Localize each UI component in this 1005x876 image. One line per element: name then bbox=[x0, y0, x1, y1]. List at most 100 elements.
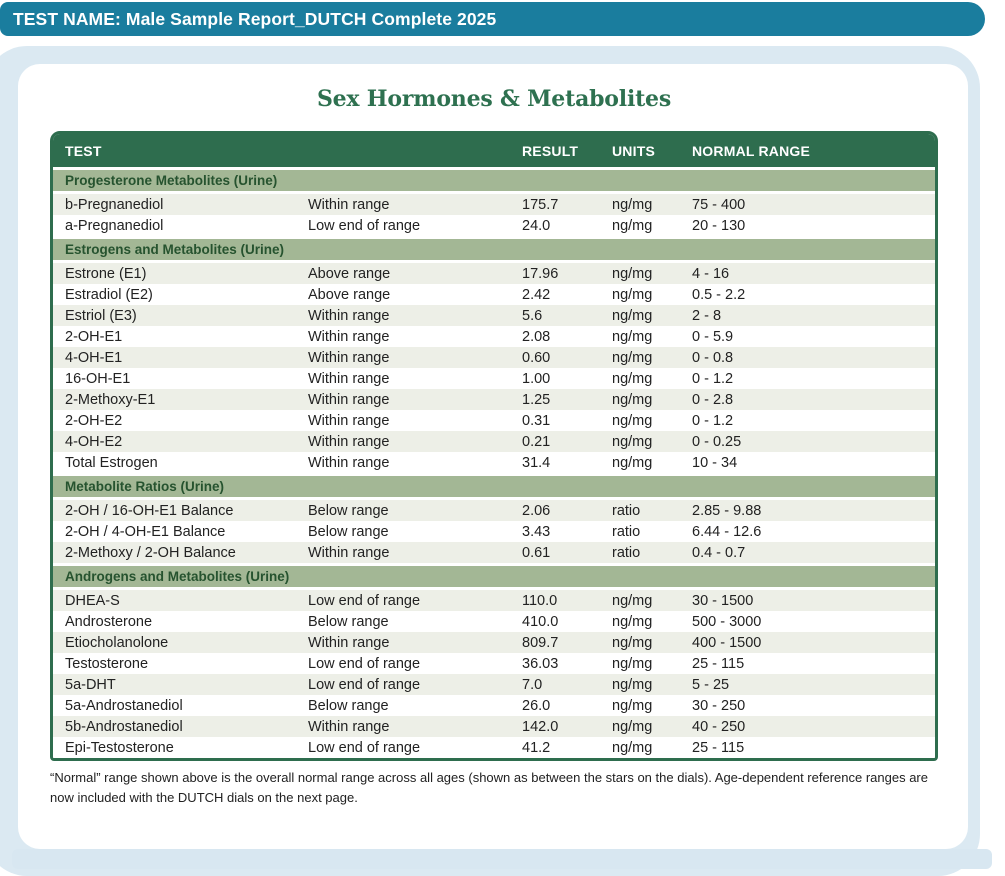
test-name-cell: 2-Methoxy-E1 bbox=[65, 391, 156, 408]
page-title: Sex Hormones & Metabolites bbox=[316, 86, 672, 112]
units-cell: ng/mg bbox=[612, 718, 653, 735]
status-cell: Within range bbox=[308, 349, 390, 366]
units-cell: ng/mg bbox=[612, 433, 653, 450]
range-cell: 30 - 250 bbox=[692, 697, 746, 714]
table-row: Estradiol (E2) Above range 2.42 ng/mg 0.5 - … bbox=[53, 284, 935, 305]
table-row: 2-OH-E2 Within range 0.31 ng/mg 0 - 1.2 bbox=[53, 410, 935, 431]
test-name-cell: a-Pregnanediol bbox=[65, 217, 164, 234]
test-name-cell: 4-OH-E2 bbox=[65, 433, 123, 450]
test-name-cell: DHEA-S bbox=[65, 592, 120, 609]
units-cell: ng/mg bbox=[612, 412, 653, 429]
footnote: “Normal” range shown above is the overal… bbox=[50, 770, 928, 805]
status-cell: Below range bbox=[308, 613, 389, 630]
units-cell: ng/mg bbox=[612, 307, 653, 324]
status-cell: Within range bbox=[308, 634, 390, 651]
table-row: 2-OH / 16-OH-E1 Balance Below range 2.06 ra… bbox=[53, 500, 935, 521]
status-cell: Within range bbox=[308, 391, 390, 408]
result-cell: 809.7 bbox=[522, 634, 559, 651]
status-cell: Below range bbox=[308, 697, 389, 714]
units-cell: ng/mg bbox=[612, 328, 653, 345]
result-cell: 0.31 bbox=[522, 412, 551, 429]
range-cell: 0 - 2.8 bbox=[692, 391, 734, 408]
units-cell: ng/mg bbox=[612, 634, 653, 651]
table-row: Estrone (E1) Above range 17.96 ng/mg 4 - 16 bbox=[53, 263, 935, 284]
result-cell: 1.00 bbox=[522, 370, 551, 387]
test-name-cell: 16-OH-E1 bbox=[65, 370, 131, 387]
range-cell: 75 - 400 bbox=[692, 196, 746, 213]
result-cell: 36.03 bbox=[522, 655, 559, 672]
result-cell: 2.08 bbox=[522, 328, 551, 345]
units-cell: ng/mg bbox=[612, 676, 653, 693]
range-cell: 5 - 25 bbox=[692, 676, 730, 693]
section-header: Androgens and Metabolites (Urine) bbox=[53, 563, 935, 590]
units-cell: ratio bbox=[612, 523, 641, 540]
table-header-row: TEST RESULT UNITS NORMAL RANGE bbox=[53, 134, 935, 167]
table-row: 4-OH-E1 Within range 0.60 ng/mg 0 - 0.8 bbox=[53, 347, 935, 368]
table-row: Testosterone Low end of range 36.03 ng/mg 25… bbox=[53, 653, 935, 674]
result-cell: 3.43 bbox=[522, 523, 551, 540]
range-cell: 2 - 8 bbox=[692, 307, 722, 324]
units-cell: ng/mg bbox=[612, 286, 653, 303]
units-cell: ng/mg bbox=[612, 655, 653, 672]
test-name-cell: 5b-Androstanediol bbox=[65, 718, 183, 735]
range-cell: 6.44 - 12.6 bbox=[692, 523, 762, 540]
status-cell: Within range bbox=[308, 328, 390, 345]
table-row: DHEA-S Low end of range 110.0 ng/mg 30 - 150… bbox=[53, 590, 935, 611]
status-cell: Within range bbox=[308, 412, 390, 429]
units-cell: ng/mg bbox=[612, 370, 653, 387]
status-cell: Low end of range bbox=[308, 655, 421, 672]
table-row: 2-OH-E1 Within range 2.08 ng/mg 0 - 5.9 bbox=[53, 326, 935, 347]
status-cell: Within range bbox=[308, 370, 390, 387]
next-section-bar bbox=[12, 849, 992, 869]
result-cell: 1.25 bbox=[522, 391, 551, 408]
units-cell: ratio bbox=[612, 502, 641, 519]
range-cell: 30 - 1500 bbox=[692, 592, 754, 609]
table-row: 5a-DHT Low end of range 7.0 ng/mg 5 - 25 bbox=[53, 674, 935, 695]
range-cell: 4 - 16 bbox=[692, 265, 730, 282]
units-cell: ng/mg bbox=[612, 265, 653, 282]
range-cell: 0 - 1.2 bbox=[692, 412, 734, 429]
units-cell: ng/mg bbox=[612, 196, 653, 213]
units-cell: ratio bbox=[612, 544, 641, 561]
test-name-cell: 2-OH / 4-OH-E1 Balance bbox=[65, 523, 226, 540]
result-cell: 0.21 bbox=[522, 433, 551, 450]
test-name-cell: Estrone (E1) bbox=[65, 265, 147, 282]
status-cell: Low end of range bbox=[308, 676, 421, 693]
result-cell: 142.0 bbox=[522, 718, 559, 735]
range-cell: 2.85 - 9.88 bbox=[692, 502, 762, 519]
result-cell: 41.2 bbox=[522, 739, 551, 756]
status-cell: Below range bbox=[308, 502, 389, 519]
table-row: 2-OH / 4-OH-E1 Balance Below range 3.43 rat… bbox=[53, 521, 935, 542]
test-name-cell: Total Estrogen bbox=[65, 454, 158, 471]
result-cell: 2.42 bbox=[522, 286, 551, 303]
test-name-cell: 2-OH-E2 bbox=[65, 412, 123, 429]
range-cell: 400 - 1500 bbox=[692, 634, 762, 651]
units-cell: ng/mg bbox=[612, 697, 653, 714]
range-cell: 0 - 5.9 bbox=[692, 328, 734, 345]
status-cell: Low end of range bbox=[308, 217, 421, 234]
test-name-cell: 2-Methoxy / 2-OH Balance bbox=[65, 544, 236, 561]
status-cell: Within range bbox=[308, 307, 390, 324]
table-row: 4-OH-E2 Within range 0.21 ng/mg 0 - 0.25 bbox=[53, 431, 935, 452]
result-cell: 26.0 bbox=[522, 697, 551, 714]
result-cell: 0.60 bbox=[522, 349, 551, 366]
results-table-body: Progesterone Metabolites (Urine) b-Pregna… bbox=[53, 167, 935, 758]
status-cell: Low end of range bbox=[308, 592, 421, 609]
units-cell: ng/mg bbox=[612, 217, 653, 234]
range-cell: 0 - 1.2 bbox=[692, 370, 734, 387]
range-cell: 500 - 3000 bbox=[692, 613, 762, 630]
test-name-cell: Estriol (E3) bbox=[65, 307, 137, 324]
units-cell: ng/mg bbox=[612, 592, 653, 609]
test-name-banner: TEST NAME: Male Sample Report_DUTCH Comp… bbox=[0, 2, 985, 36]
test-name-cell: Epi-Testosterone bbox=[65, 739, 174, 756]
result-cell: 110.0 bbox=[522, 592, 558, 609]
units-cell: ng/mg bbox=[612, 349, 653, 366]
test-name-cell: 2-OH-E1 bbox=[65, 328, 123, 345]
table-row: Etiocholanolone Within range 809.7 ng/mg 400… bbox=[53, 632, 935, 653]
table-row: Epi-Testosterone Low end of range 41.2 ng/m… bbox=[53, 737, 935, 758]
test-name-cell: 2-OH / 16-OH-E1 Balance bbox=[65, 502, 234, 519]
units-cell: ng/mg bbox=[612, 613, 653, 630]
range-cell: 25 - 115 bbox=[692, 655, 745, 672]
test-name-cell: Estradiol (E2) bbox=[65, 286, 153, 303]
column-header-normal-range: NORMAL RANGE bbox=[692, 142, 811, 159]
